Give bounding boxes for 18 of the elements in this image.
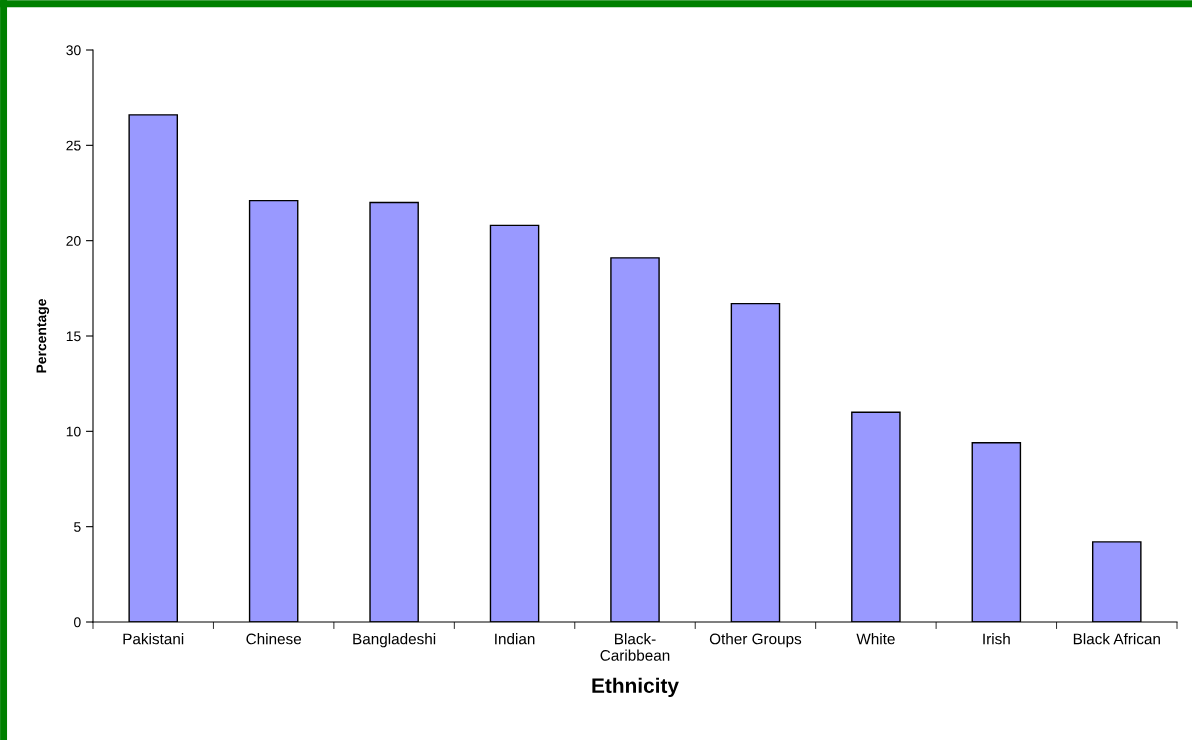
x-tick-label: Black African: [1073, 633, 1160, 645]
x-tick-label: Pakistani: [123, 633, 184, 645]
y-tick-label: 0: [74, 617, 81, 628]
x-tick-label: Bangladeshi: [353, 633, 436, 648]
y-tick-label: 20: [66, 236, 81, 246]
y-tick-label: 15: [66, 331, 81, 342]
x-tick-label: Irish: [983, 633, 1010, 645]
x-tick-label: Other Groups: [709, 633, 802, 648]
y-tick-label: 25: [66, 140, 81, 151]
x-tick-label: White: [856, 633, 895, 645]
x-tick-label: Black- Caribbean: [600, 633, 670, 661]
x-axis-title: Ethnicity: [592, 677, 679, 698]
y-tick-label: 10: [66, 426, 81, 437]
x-tick-label: Indian: [495, 633, 535, 645]
y-tick-label: 5: [74, 522, 81, 532]
y-tick-label: 30: [66, 45, 81, 56]
y-axis-title: Percentage: [36, 299, 50, 373]
x-tick-label: Chinese: [246, 633, 302, 645]
